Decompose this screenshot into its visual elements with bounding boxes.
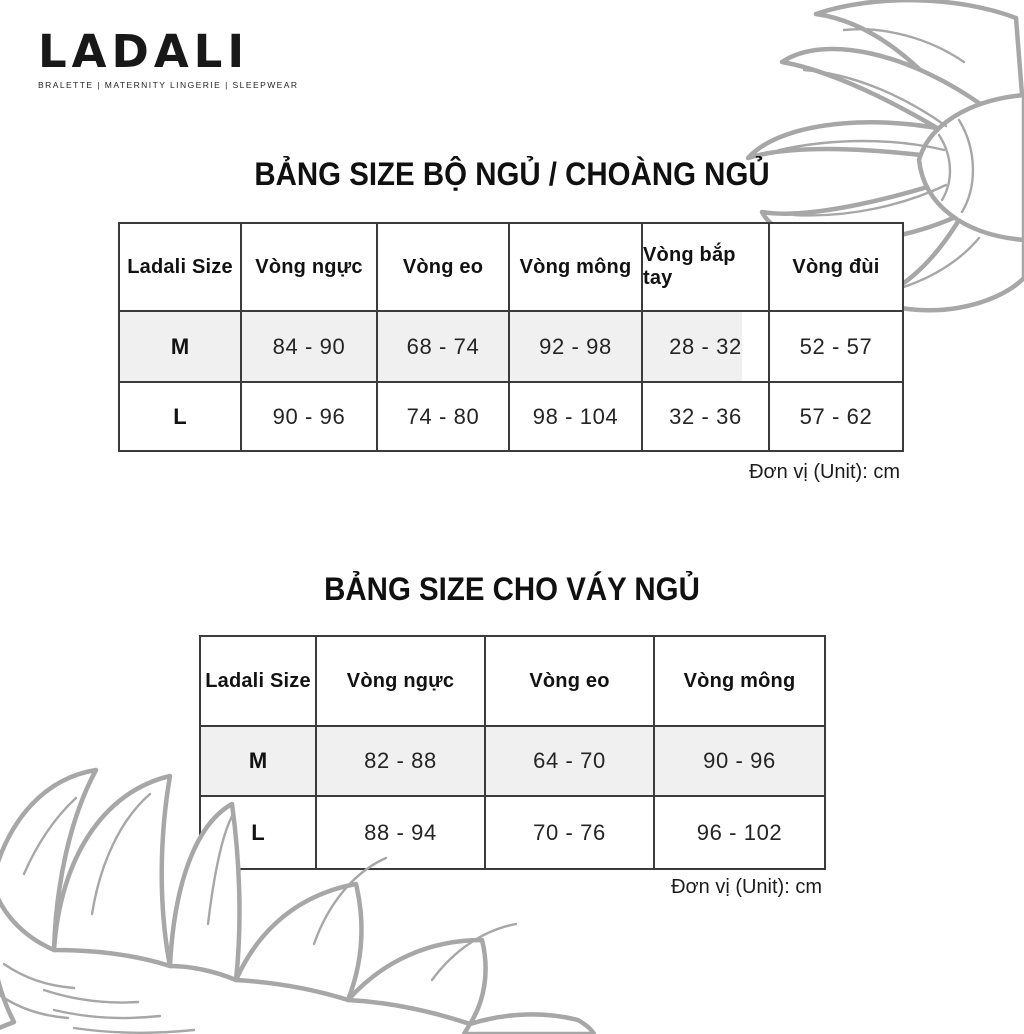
row-m-waist-cell: 68 - 74 xyxy=(378,312,510,383)
brand-tagline: BRALETTE | MATERNITY LINGERIE | SLEEPWEA… xyxy=(38,80,299,90)
header-cell-size: Ladali Size xyxy=(201,637,317,727)
row-m-hip-cell: 90 - 96 xyxy=(655,727,824,797)
header-cell-hip: Vòng mông xyxy=(510,224,643,312)
row-m-size-cell: M xyxy=(201,727,317,797)
header-cell-waist: Vòng eo xyxy=(378,224,510,312)
size-table-nightdress: Ladali Size Vòng ngực Vòng eo Vòng mông … xyxy=(199,635,826,870)
row-l-size-cell: L xyxy=(120,383,242,450)
unit-note-pajamas: Đơn vị (Unit): cm xyxy=(749,461,900,483)
row-m-thigh-cell: 52 - 57 xyxy=(770,312,902,383)
row-m-bust-cell: 84 - 90 xyxy=(242,312,378,383)
row-l-arm-cell: 32 - 36 xyxy=(643,383,770,450)
row-m-arm-cell: 28 - 32 xyxy=(643,312,770,383)
row-l-waist-cell: 70 - 76 xyxy=(486,797,655,868)
row-l-thigh-cell: 57 - 62 xyxy=(770,383,902,450)
row-l-bust-cell: 90 - 96 xyxy=(242,383,378,450)
row-m-waist-cell: 64 - 70 xyxy=(486,727,655,797)
size-chart-title-nightdress: BẢNG SIZE CHO VÁY NGỦ xyxy=(324,571,700,607)
brand-name: LADALI xyxy=(38,25,250,78)
header-cell-bust: Vòng ngực xyxy=(242,224,378,312)
size-table-pajamas: Ladali Size Vòng ngực Vòng eo Vòng mông … xyxy=(118,222,904,452)
row-l-bust-cell: 88 - 94 xyxy=(317,797,486,868)
header-cell-thigh: Vòng đùi xyxy=(770,224,902,312)
unit-note-nightdress: Đơn vị (Unit): cm xyxy=(671,876,822,898)
row-m-bust-cell: 82 - 88 xyxy=(317,727,486,797)
row-m-size-cell: M xyxy=(120,312,242,383)
row-m-hip-cell: 92 - 98 xyxy=(510,312,643,383)
size-chart-title-pajamas: BẢNG SIZE BỘ NGỦ / CHOÀNG NGỦ xyxy=(254,156,770,192)
row-l-waist-cell: 74 - 80 xyxy=(378,383,510,450)
header-cell-waist: Vòng eo xyxy=(486,637,655,727)
header-cell-hip: Vòng mông xyxy=(655,637,824,727)
row-l-hip-cell: 96 - 102 xyxy=(655,797,824,868)
header-cell-arm: Vòng bắp tay xyxy=(643,224,770,312)
row-l-hip-cell: 98 - 104 xyxy=(510,383,643,450)
row-l-size-cell: L xyxy=(201,797,317,868)
brand-logo: LADALI BRALETTE | MATERNITY LINGERIE | S… xyxy=(38,25,299,91)
header-cell-size: Ladali Size xyxy=(120,224,242,312)
header-cell-bust: Vòng ngực xyxy=(317,637,486,727)
